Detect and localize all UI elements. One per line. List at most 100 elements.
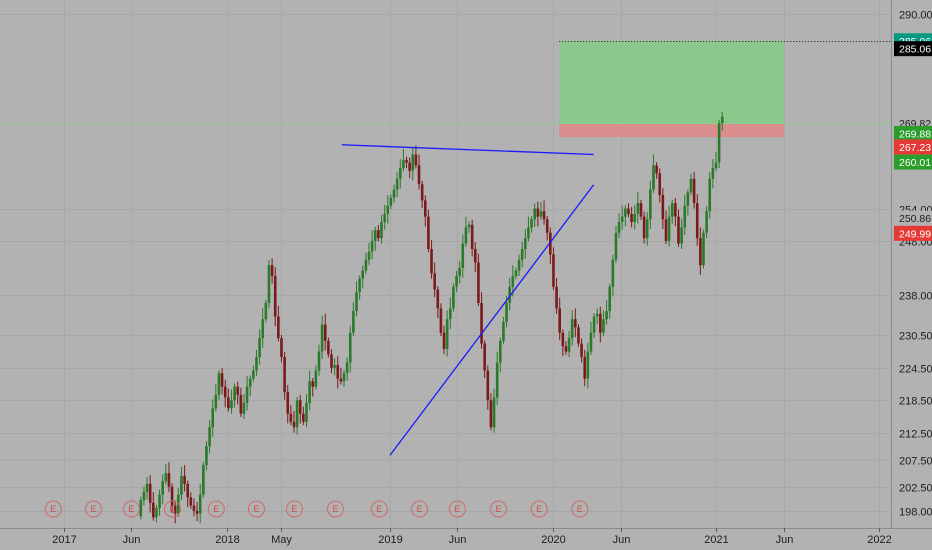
price-tag-label: 260.01 — [899, 157, 931, 169]
candle-body — [314, 370, 318, 387]
earnings-marker: E — [122, 500, 140, 518]
candle-body — [686, 192, 690, 206]
candle-body — [567, 338, 571, 352]
candle — [661, 187, 665, 230]
candle-body — [230, 400, 233, 409]
candle-body — [452, 286, 455, 309]
candle-body — [461, 243, 465, 268]
earnings-marker-label: E — [333, 504, 339, 514]
candle — [202, 461, 205, 498]
earnings-marker: E — [285, 500, 303, 518]
candle-body — [680, 227, 683, 244]
candle-body — [430, 249, 433, 274]
candle-body — [405, 159, 408, 163]
candle — [173, 500, 177, 524]
candle — [639, 199, 643, 220]
candle — [448, 297, 452, 329]
candle-body — [502, 321, 505, 341]
time-axis-label: 2017 — [52, 534, 76, 546]
candle-body — [220, 373, 224, 387]
candle-body — [499, 340, 502, 363]
candle-body — [311, 381, 315, 387]
candle — [398, 159, 402, 189]
earnings-marker: E — [448, 500, 466, 518]
earnings-marker-label: E — [536, 504, 542, 514]
earnings-marker-circle — [164, 500, 182, 518]
candle-body — [674, 203, 677, 217]
candle-body — [661, 195, 665, 220]
candle-body — [539, 211, 543, 217]
candle — [658, 168, 662, 203]
candle-body — [464, 227, 468, 244]
earnings-marker: E — [370, 500, 388, 518]
candle-body — [555, 286, 558, 309]
candle-body — [599, 313, 602, 333]
candle-body — [367, 251, 371, 260]
candle-body — [542, 211, 546, 220]
candle-body — [208, 427, 211, 447]
candle-body — [645, 219, 649, 239]
candle — [611, 254, 615, 297]
candle — [320, 315, 324, 360]
candle-body — [602, 319, 605, 333]
candle-body — [580, 343, 583, 357]
candle-body — [608, 286, 612, 312]
candle — [455, 270, 458, 293]
time-axis[interactable]: 2017 Jun 2018 May 2019 Jun 2020 Jun 2021 Jun 2022 — [52, 528, 892, 546]
earnings-marker-label: E — [253, 504, 259, 514]
earnings-marker: E — [84, 500, 102, 518]
candle — [198, 483, 202, 524]
earnings-marker: E — [571, 500, 589, 518]
candle-body — [280, 338, 283, 357]
candle — [477, 253, 480, 307]
candle-body — [689, 178, 693, 193]
candle-body — [636, 203, 640, 214]
earnings-marker-circle — [44, 500, 62, 518]
candle — [327, 337, 330, 358]
candle — [642, 211, 646, 244]
candle — [361, 265, 365, 289]
candle — [223, 379, 227, 408]
candle — [305, 393, 308, 428]
candle-body — [255, 357, 258, 371]
candle-body — [642, 216, 646, 239]
earnings-marker-label: E — [90, 504, 96, 514]
candle-body — [583, 357, 587, 379]
candle — [261, 308, 265, 348]
candle-body — [667, 216, 671, 241]
time-axis-label: 2021 — [704, 534, 728, 546]
candle-body — [639, 203, 643, 217]
candle — [395, 171, 399, 198]
time-axis-label: Jun — [613, 534, 631, 546]
candle-body — [295, 400, 299, 428]
candle-body — [358, 278, 361, 293]
time-axis-label: May — [271, 534, 292, 546]
candle — [427, 209, 430, 253]
candle-body — [480, 303, 483, 344]
candle-body — [180, 475, 183, 495]
candle-body — [505, 303, 508, 322]
candle-body — [392, 189, 396, 198]
candle — [461, 234, 465, 278]
candle — [720, 111, 724, 131]
trade-profit-zone — [559, 40, 784, 124]
time-axis-label: 2020 — [541, 534, 565, 546]
candle — [649, 180, 652, 230]
candle — [417, 154, 421, 190]
candle — [620, 205, 624, 230]
candle — [283, 351, 286, 400]
candle-body — [161, 481, 164, 495]
candle-body — [477, 262, 480, 303]
candle — [373, 226, 377, 251]
price-tag-background — [894, 210, 932, 226]
candle — [695, 194, 699, 246]
trendlines — [341, 144, 595, 456]
candle — [142, 486, 146, 506]
candle-body — [236, 386, 240, 395]
candle — [592, 313, 596, 339]
candle — [164, 464, 168, 485]
candle — [489, 393, 493, 431]
candle — [267, 260, 271, 309]
candle — [677, 209, 680, 247]
